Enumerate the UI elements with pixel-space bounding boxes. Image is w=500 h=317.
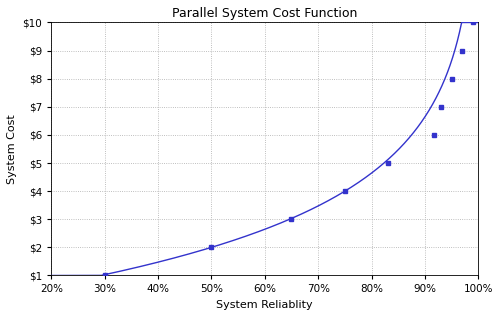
Y-axis label: System Cost: System Cost	[7, 114, 17, 184]
Title: Parallel System Cost Function: Parallel System Cost Function	[172, 7, 358, 20]
X-axis label: System Reliablity: System Reliablity	[216, 300, 313, 310]
